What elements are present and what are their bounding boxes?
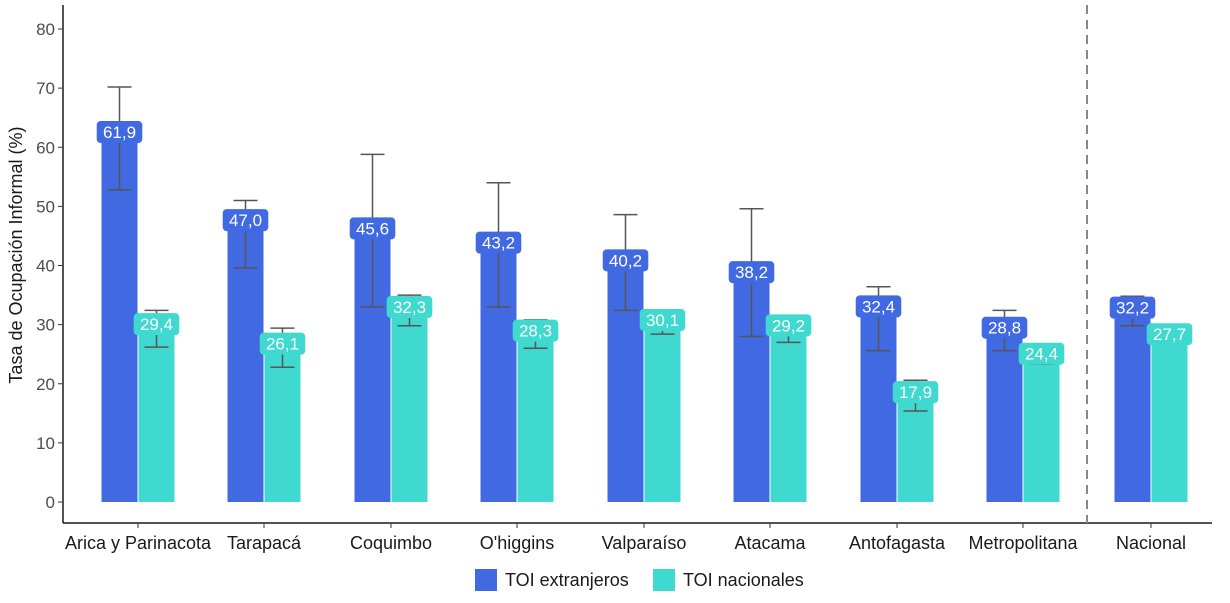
y-tick-label: 50 [36, 197, 55, 216]
bars [101, 86, 1188, 503]
bar [517, 334, 554, 502]
y-tick-label: 60 [36, 138, 55, 157]
data-label: 30,1 [646, 311, 679, 330]
data-label-box [1109, 296, 1156, 319]
data-label: 32,4 [862, 297, 895, 316]
bar [1151, 338, 1188, 502]
data-label: 43,2 [482, 234, 515, 253]
bar [391, 311, 428, 502]
x-tick-label: Coquimbo [350, 533, 432, 553]
data-label: 29,2 [772, 316, 805, 335]
data-label-box [981, 316, 1028, 339]
x-tick-label: Arica y Parinacota [65, 533, 212, 553]
data-label: 28,8 [988, 319, 1021, 338]
data-label-box [222, 209, 269, 232]
y-tick-label: 0 [46, 493, 55, 512]
data-label: 32,2 [1116, 299, 1149, 318]
legend-label: TOI nacionales [683, 570, 804, 590]
bar [770, 329, 807, 502]
data-label: 47,0 [229, 211, 262, 230]
data-label-box [892, 381, 939, 404]
data-label-box [1146, 323, 1193, 346]
legend-swatch [475, 569, 497, 591]
y-tick-label: 10 [36, 434, 55, 453]
x-tick-label: Tarapacá [227, 533, 302, 553]
data-label-box [855, 295, 902, 318]
y-tick-label: 20 [36, 375, 55, 394]
bar [897, 396, 934, 502]
bar [138, 328, 175, 502]
bar [1114, 311, 1151, 502]
legend: TOI extranjeros TOI nacionales [475, 569, 804, 591]
data-label-box [1018, 342, 1065, 365]
x-tick-label: Valparaíso [602, 533, 687, 553]
data-label-box [259, 332, 306, 355]
axes: 0 10 20 30 40 50 60 70 80 Arica y Parinacota Tarap… [36, 5, 1212, 553]
data-label-box [96, 121, 143, 144]
data-label: 40,2 [609, 251, 642, 270]
data-label-box [386, 296, 433, 319]
legend-swatch [653, 569, 675, 591]
data-label: 28,3 [519, 322, 552, 341]
y-tick-label: 40 [36, 257, 55, 276]
data-label: 32,3 [393, 298, 426, 317]
bar [227, 224, 264, 503]
data-label: 17,9 [899, 383, 932, 402]
data-label: 61,9 [103, 123, 136, 142]
y-tick-label: 30 [36, 316, 55, 335]
data-label-box [765, 314, 812, 337]
x-tick-label: Atacama [734, 533, 806, 553]
data-label-box [349, 217, 396, 240]
y-axis-title: Tasa de Ocupación Informal (%) [6, 126, 26, 383]
bar [264, 347, 301, 502]
x-tick-label: Metropolitana [968, 533, 1078, 553]
y-tick-label: 70 [36, 79, 55, 98]
data-label-box [639, 309, 686, 332]
bar [101, 136, 138, 503]
data-label: 29,4 [140, 315, 173, 334]
bar [986, 331, 1023, 502]
data-label-box [133, 313, 180, 336]
data-label: 45,6 [356, 219, 389, 238]
data-label: 27,7 [1153, 325, 1186, 344]
y-tick-label: 80 [36, 20, 55, 39]
data-label-box [602, 249, 649, 272]
data-label-box [728, 261, 775, 284]
x-tick-label: Antofagasta [849, 533, 946, 553]
x-tick-label: Nacional [1116, 533, 1186, 553]
data-label: 24,4 [1025, 345, 1058, 364]
bar [1023, 357, 1060, 502]
data-label: 26,1 [266, 335, 299, 354]
x-tick-label: O'higgins [480, 533, 554, 553]
data-labels: 61,9 47,0 45,6 43,2 40,2 38,2 32,4 28,8 32,2 29,4… [96, 121, 1193, 404]
data-label-box [512, 319, 559, 342]
data-label: 38,2 [735, 263, 768, 282]
legend-label: TOI extranjeros [505, 570, 629, 590]
bar [644, 324, 681, 502]
data-label-box [475, 231, 522, 254]
